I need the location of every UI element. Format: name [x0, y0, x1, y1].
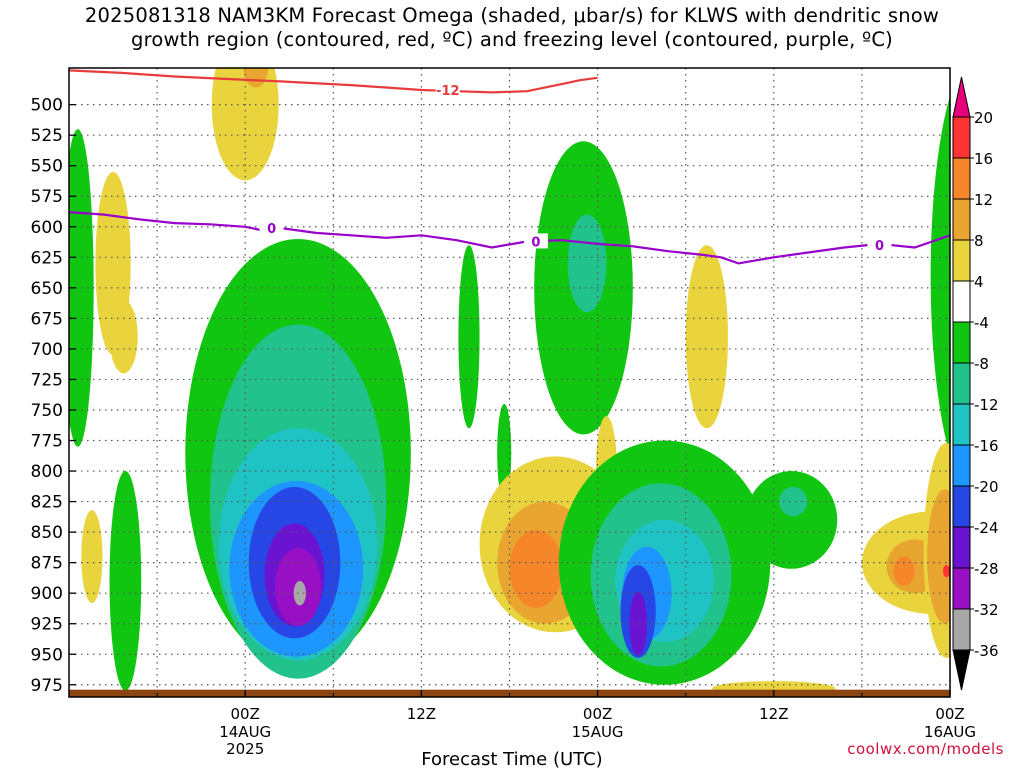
- colorbar-bin-7: [952, 403, 971, 446]
- omega-region-21: [509, 529, 563, 608]
- omega-region-33: [930, 96, 950, 456]
- omega-region-37: [893, 556, 915, 586]
- colorbar-label-12: -32: [974, 601, 999, 619]
- omega-region-39: [927, 489, 950, 624]
- omega-region-4: [81, 510, 103, 603]
- title-line-2: growth region (contoured, red, ºC) and f…: [131, 28, 893, 51]
- y-tick-label-725: 725: [31, 370, 63, 390]
- y-tick-label-850: 850: [31, 523, 63, 543]
- y-tick-label-675: 675: [31, 309, 63, 329]
- y-tick-label-650: 650: [31, 279, 63, 299]
- omega-region-6: [109, 471, 142, 691]
- title-line-1: 2025081318 NAM3KM Forecast Omega (shaded…: [84, 4, 940, 27]
- x-tick-date-0: 14AUG: [219, 723, 271, 741]
- omega-region-1: [243, 68, 269, 88]
- colorbar-label-10: -24: [974, 519, 999, 537]
- colorbar-bin-4: [952, 280, 971, 323]
- y-tick-label-875: 875: [31, 554, 63, 574]
- dgz-contour-line: [69, 69, 598, 94]
- colorbar-bin-3: [952, 239, 971, 282]
- freezing-label-3: 0: [875, 239, 884, 254]
- omega-region-15: [458, 245, 480, 429]
- y-tick-label-550: 550: [31, 157, 63, 177]
- source-credit[interactable]: coolwx.com/models: [847, 740, 1004, 758]
- y-tick-label-500: 500: [31, 96, 63, 116]
- colorbar-bin-2: [952, 198, 971, 241]
- omega-region-31: [779, 486, 808, 517]
- colorbar-label-11: -28: [974, 560, 999, 578]
- colorbar-bin-9: [952, 485, 971, 528]
- dgz-contour-label-bg: [435, 81, 460, 97]
- colorbar-label-13: -36: [974, 642, 999, 660]
- chart-title: 2025081318 NAM3KM Forecast Omega (shaded…: [0, 4, 1024, 52]
- y-tick-label-800: 800: [31, 462, 63, 482]
- omega-region-23: [685, 245, 728, 429]
- x-tick-year-0: 2025: [226, 740, 264, 758]
- colorbar-label-1: 16: [974, 150, 993, 168]
- colorbar-bin-11: [952, 567, 971, 610]
- y-tick-label-900: 900: [31, 584, 63, 604]
- colorbar-bottom-arrow: [952, 649, 971, 691]
- x-axis-label: Forecast Time (UTC): [421, 749, 603, 770]
- y-tick-label-700: 700: [31, 340, 63, 360]
- omega-region-18: [567, 214, 607, 313]
- omega-region-29: [629, 591, 647, 656]
- omega-region-30: [745, 471, 838, 569]
- y-tick-label-600: 600: [31, 218, 63, 238]
- colorbar-bin-0: [952, 116, 971, 159]
- x-tick-label-0: 00Z: [231, 705, 260, 723]
- colorbar-label-4: 4: [974, 273, 984, 291]
- colorbar-bin-12: [952, 608, 971, 651]
- colorbar-label-5: -4: [974, 314, 989, 332]
- x-tick-label-2: 00Z: [583, 705, 612, 723]
- colorbar-label-0: 20: [974, 109, 993, 127]
- y-tick-label-975: 975: [31, 676, 63, 696]
- colorbar-bin-1: [952, 157, 971, 200]
- x-tick-label-1: 12Z: [407, 705, 436, 723]
- omega-region-5: [69, 129, 94, 447]
- colorbar-bin-5: [952, 321, 971, 364]
- freezing-label-1-bg: [259, 219, 284, 235]
- omega-region-3: [109, 300, 138, 374]
- y-tick-label-925: 925: [31, 615, 63, 635]
- freezing-label-3-bg: [867, 237, 892, 253]
- y-tick-label-775: 775: [31, 432, 63, 452]
- dgz-contour-label: -12: [436, 84, 460, 99]
- y-tick-label-825: 825: [31, 493, 63, 513]
- freezing-label-1: 0: [267, 222, 276, 237]
- y-tick-label-750: 750: [31, 401, 63, 421]
- y-tick-label-625: 625: [31, 248, 63, 268]
- colorbar-label-7: -12: [974, 396, 999, 414]
- colorbar-label-6: -8: [974, 355, 989, 373]
- x-tick-date-2: 15AUG: [572, 723, 624, 741]
- omega-region-0: [211, 68, 279, 181]
- freezing-label-2-bg: [523, 233, 548, 249]
- y-tick-label-575: 575: [31, 187, 63, 207]
- omega-region-40: [942, 565, 950, 578]
- x-tick-label-4: 00Z: [935, 705, 964, 723]
- y-tick-label-525: 525: [31, 126, 63, 146]
- y-tick-label-950: 950: [31, 645, 63, 665]
- colorbar-label-8: -16: [974, 437, 999, 455]
- colorbar-label-9: -20: [974, 478, 999, 496]
- colorbar-top-arrow: [952, 76, 971, 118]
- colorbar-bin-6: [952, 362, 971, 405]
- colorbar-bin-8: [952, 444, 971, 487]
- x-tick-label-3: 12Z: [759, 705, 788, 723]
- freezing-label-2: 0: [531, 235, 540, 250]
- freezing-level-line: [69, 211, 950, 265]
- colorbar-label-2: 12: [974, 191, 993, 209]
- omega-region-14: [293, 580, 306, 606]
- colorbar-label-3: 8: [974, 232, 984, 250]
- x-tick-date-4: 16AUG: [924, 723, 976, 741]
- colorbar-bin-10: [952, 526, 971, 569]
